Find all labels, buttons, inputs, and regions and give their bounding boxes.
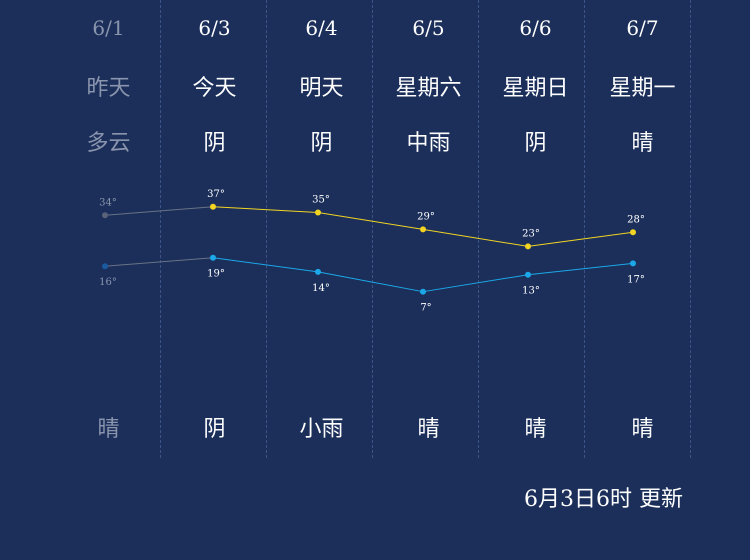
low-temp-point bbox=[630, 260, 636, 267]
night-weather: 小雨 bbox=[299, 417, 344, 442]
day-weather: 阴 bbox=[203, 131, 226, 156]
column-separator bbox=[372, 0, 373, 458]
day-date: 6/5 bbox=[412, 16, 445, 40]
update-time: 6月3日6时 更新 bbox=[524, 487, 683, 512]
high-temp-label: 28° bbox=[627, 214, 645, 225]
low-temp-label: 17° bbox=[627, 274, 645, 285]
day-date: 6/6 bbox=[519, 16, 552, 40]
day-weekday: 星期日 bbox=[502, 76, 569, 101]
forecast-day-column: 6/5 星期六 中雨 晴 bbox=[375, 0, 482, 460]
low-temp-line-segment bbox=[104, 257, 214, 267]
low-temp-label: 16° bbox=[99, 277, 117, 288]
low-temp-point bbox=[102, 263, 108, 270]
low-temp-line-segment bbox=[317, 271, 424, 293]
column-separator bbox=[478, 0, 479, 458]
forecast-day-column: 6/3 今天 阴 阴 bbox=[161, 0, 268, 460]
night-weather: 阴 bbox=[203, 417, 226, 442]
night-weather: 晴 bbox=[524, 417, 547, 442]
day-date: 6/4 bbox=[305, 16, 338, 40]
low-temp-label: 13° bbox=[522, 286, 540, 297]
high-temp-label: 35° bbox=[312, 194, 330, 205]
high-temp-label: 37° bbox=[207, 189, 225, 200]
high-temp-point bbox=[315, 209, 321, 216]
high-temp-point bbox=[210, 203, 216, 210]
high-temp-point bbox=[102, 212, 108, 219]
low-temp-label: 7° bbox=[420, 303, 431, 314]
day-weekday: 明天 bbox=[299, 76, 344, 101]
day-weekday: 星期六 bbox=[395, 76, 462, 101]
day-weather: 中雨 bbox=[406, 131, 451, 156]
column-separator bbox=[266, 0, 267, 458]
low-temp-point bbox=[420, 288, 426, 295]
night-weather: 晴 bbox=[417, 417, 440, 442]
high-temp-point bbox=[525, 243, 531, 250]
low-temp-label: 14° bbox=[312, 283, 330, 294]
day-weather: 阴 bbox=[310, 131, 333, 156]
high-temp-line-segment bbox=[104, 206, 214, 216]
low-temp-line-segment bbox=[527, 262, 634, 276]
low-temp-point bbox=[525, 271, 531, 278]
high-temp-point bbox=[630, 229, 636, 236]
forecast-day-column: 6/1 昨天 多云 晴 bbox=[55, 0, 162, 460]
day-date: 6/3 bbox=[198, 16, 231, 40]
day-date: 6/1 bbox=[92, 16, 125, 40]
high-temp-line-segment bbox=[527, 231, 634, 247]
high-temp-point bbox=[420, 226, 426, 233]
day-weather: 晴 bbox=[631, 131, 654, 156]
day-weekday: 星期一 bbox=[609, 76, 676, 101]
high-temp-label: 29° bbox=[417, 211, 435, 222]
day-weather: 阴 bbox=[524, 131, 547, 156]
low-temp-point bbox=[315, 268, 321, 275]
low-temp-line-segment bbox=[212, 257, 319, 273]
day-weekday: 昨天 bbox=[86, 76, 131, 101]
night-weather: 晴 bbox=[631, 417, 654, 442]
column-separator bbox=[690, 0, 691, 458]
low-temp-point bbox=[210, 254, 216, 261]
day-weather: 多云 bbox=[86, 131, 131, 156]
night-weather: 晴 bbox=[97, 417, 120, 442]
day-weekday: 今天 bbox=[192, 76, 237, 101]
day-date: 6/7 bbox=[626, 16, 659, 40]
column-separator bbox=[160, 0, 161, 458]
high-temp-line-segment bbox=[422, 228, 529, 247]
forecast-day-column: 6/6 星期日 阴 晴 bbox=[482, 0, 589, 460]
high-temp-line-segment bbox=[212, 206, 319, 213]
low-temp-line-segment bbox=[422, 274, 529, 293]
forecast-day-column: 6/4 明天 阴 小雨 bbox=[268, 0, 375, 460]
high-temp-label: 34° bbox=[99, 197, 117, 208]
high-temp-line-segment bbox=[317, 211, 424, 230]
forecast-day-column: 6/7 星期一 晴 晴 bbox=[589, 0, 696, 460]
low-temp-label: 19° bbox=[207, 269, 225, 280]
column-separator bbox=[584, 0, 585, 458]
high-temp-label: 23° bbox=[522, 228, 540, 239]
